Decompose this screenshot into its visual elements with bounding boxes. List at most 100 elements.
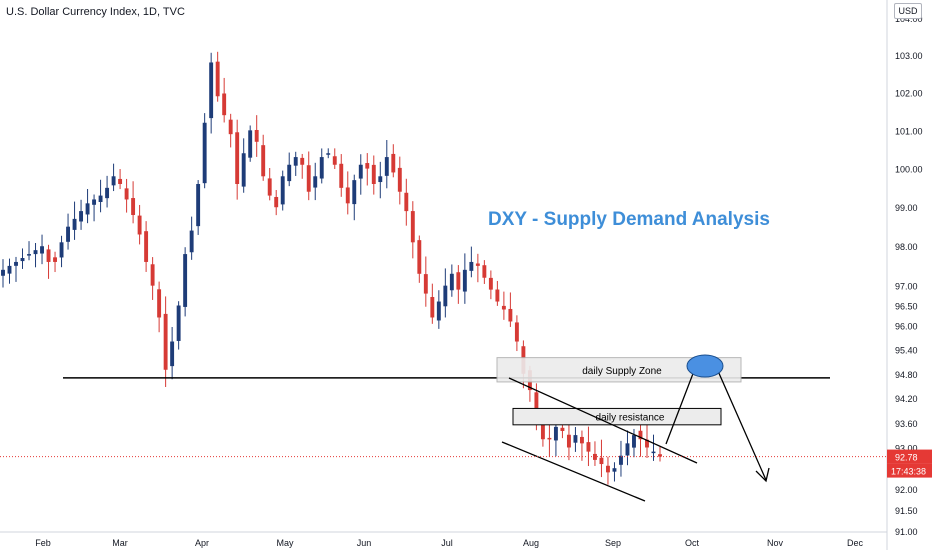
time-tick-label: Feb bbox=[35, 538, 51, 548]
candle-body bbox=[319, 157, 324, 179]
candle-body bbox=[488, 277, 493, 290]
candle-body bbox=[98, 195, 103, 202]
candle-body bbox=[469, 261, 474, 271]
candle-body bbox=[638, 430, 643, 440]
candle-body bbox=[566, 434, 571, 448]
chart-title: U.S. Dollar Currency Index, 1D, TVC bbox=[6, 6, 185, 18]
time-tick-label: May bbox=[276, 538, 294, 548]
candle-body bbox=[33, 250, 38, 255]
candle-body bbox=[658, 454, 662, 457]
candle-body bbox=[235, 132, 240, 184]
resistance-zone-box[interactable] bbox=[512, 407, 722, 426]
candle-body bbox=[332, 156, 337, 165]
candle-body bbox=[384, 157, 389, 176]
candle-body bbox=[7, 265, 12, 274]
candle-body bbox=[449, 273, 454, 291]
candle-body bbox=[40, 246, 44, 254]
candle-body bbox=[410, 211, 415, 243]
price-tick-label: 91.50 bbox=[895, 506, 918, 516]
countdown-badge bbox=[887, 463, 932, 478]
candle-body bbox=[404, 192, 409, 212]
price-tick-label: 98.00 bbox=[895, 242, 918, 252]
time-tick-label: Sep bbox=[605, 538, 621, 548]
price-badge bbox=[887, 449, 932, 464]
candle-body bbox=[157, 289, 162, 318]
resistance-zone-label: daily resistance bbox=[596, 413, 665, 424]
candle-body bbox=[176, 305, 181, 341]
time-tick-label: Oct bbox=[685, 538, 700, 548]
price-tick-label: 100.00 bbox=[895, 165, 923, 175]
candle-body bbox=[228, 119, 233, 135]
candle-body bbox=[586, 442, 591, 452]
candle-body bbox=[124, 188, 129, 200]
candle-body bbox=[495, 289, 500, 302]
candle-body bbox=[118, 178, 123, 184]
time-tick-label: Apr bbox=[195, 538, 209, 548]
price-tick-label: 93.00 bbox=[895, 443, 918, 453]
candle-body bbox=[306, 165, 311, 192]
price-tick-label: 102.00 bbox=[895, 88, 923, 98]
price-tick-label: 94.80 bbox=[895, 370, 918, 380]
time-tick-label: Aug bbox=[523, 538, 539, 548]
candle-body bbox=[144, 231, 149, 262]
candle-body bbox=[352, 180, 357, 205]
candle-body bbox=[267, 178, 272, 196]
candle-body bbox=[254, 130, 259, 142]
price-tick-label: 101.00 bbox=[895, 126, 923, 136]
candle-body bbox=[651, 451, 656, 454]
candle-body bbox=[137, 215, 142, 235]
candle-body bbox=[53, 257, 57, 262]
price-tick-label: 91.00 bbox=[895, 527, 918, 537]
candle-body bbox=[619, 455, 623, 465]
candle-body bbox=[27, 254, 31, 256]
price-tick-label: 92.00 bbox=[895, 485, 918, 495]
candle-body bbox=[241, 153, 246, 187]
candle-body bbox=[443, 285, 448, 307]
candle-body bbox=[1, 269, 5, 276]
candle-body bbox=[20, 258, 25, 262]
candle-body bbox=[378, 176, 383, 183]
candle-body bbox=[248, 130, 253, 158]
candle-body bbox=[261, 145, 266, 177]
price-tick-label: 103.00 bbox=[895, 51, 923, 61]
candle-body bbox=[430, 297, 435, 318]
candle-body bbox=[183, 254, 188, 307]
price-tick-label: 94.20 bbox=[895, 394, 918, 404]
projection-arrowhead bbox=[755, 467, 770, 483]
candle-body bbox=[371, 164, 376, 184]
candle-body bbox=[482, 265, 487, 278]
candle-body bbox=[475, 263, 480, 266]
candle-body bbox=[508, 308, 513, 322]
candle-body bbox=[612, 468, 617, 472]
target-ellipse[interactable] bbox=[686, 354, 724, 378]
candle-body bbox=[222, 93, 227, 116]
candle-body bbox=[287, 164, 292, 182]
candle-body bbox=[163, 313, 168, 370]
price-tick-label: 93.60 bbox=[895, 419, 918, 429]
channel-upper-line[interactable] bbox=[508, 377, 698, 464]
candle-body bbox=[456, 272, 461, 290]
candle-body bbox=[131, 198, 136, 215]
candle-body bbox=[501, 305, 506, 310]
candle-body bbox=[632, 435, 636, 448]
candle-body bbox=[358, 164, 363, 179]
candle-body bbox=[365, 163, 370, 169]
candle-body bbox=[560, 427, 565, 431]
candle-body bbox=[189, 230, 194, 253]
candle-body bbox=[534, 392, 539, 423]
candle-body bbox=[326, 153, 331, 155]
candle-body bbox=[579, 436, 584, 444]
candle-body bbox=[300, 157, 305, 165]
candle-body bbox=[599, 457, 604, 465]
candle-body bbox=[196, 183, 201, 227]
candle-body bbox=[72, 218, 77, 230]
channel-lower-line[interactable] bbox=[501, 441, 646, 502]
candle-body bbox=[92, 199, 97, 205]
candle-body bbox=[540, 420, 545, 440]
candle-body bbox=[339, 163, 344, 188]
currency-button[interactable]: USD bbox=[894, 3, 922, 19]
time-tick-label: Mar bbox=[112, 538, 128, 548]
candle-body bbox=[417, 240, 422, 274]
